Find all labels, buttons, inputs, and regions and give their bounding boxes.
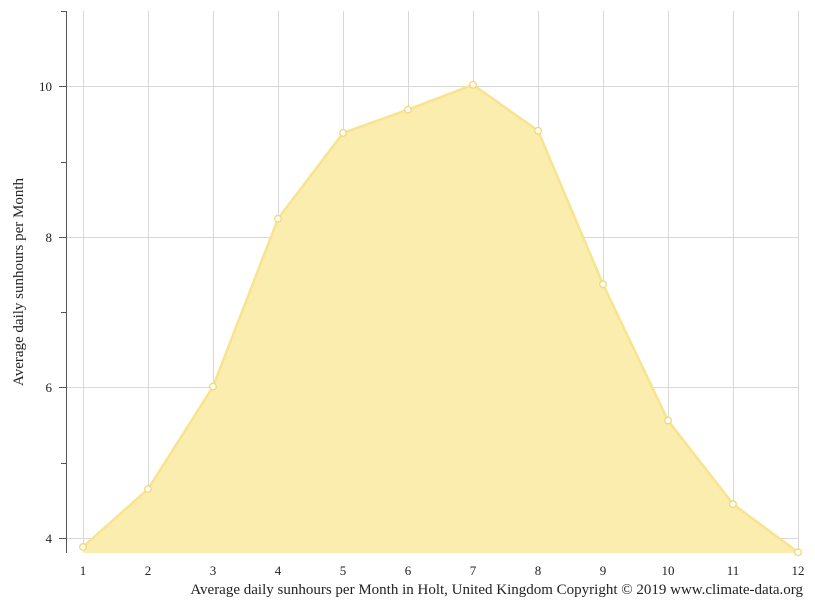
chart-caption: Average daily sunhours per Month in Holt… bbox=[190, 582, 803, 598]
data-point-month-9 bbox=[599, 280, 607, 289]
data-points bbox=[79, 80, 802, 557]
x-tick-label-3: 3 bbox=[210, 563, 217, 578]
x-tick-label-9: 9 bbox=[600, 563, 607, 578]
y-tick-label-10: 10 bbox=[39, 79, 52, 94]
data-point-month-5 bbox=[339, 128, 347, 137]
data-point-month-7 bbox=[469, 80, 477, 89]
x-tick-label-6: 6 bbox=[405, 563, 412, 578]
x-tick-label-12: 12 bbox=[792, 563, 805, 578]
x-tick-label-5: 5 bbox=[340, 563, 347, 578]
data-point-month-4 bbox=[274, 214, 282, 223]
y-tick-label-8: 8 bbox=[46, 230, 53, 245]
x-tick-label-8: 8 bbox=[535, 563, 542, 578]
y-tick-label-4: 4 bbox=[46, 531, 53, 546]
data-point-month-6 bbox=[404, 105, 412, 114]
data-point-month-3 bbox=[209, 382, 217, 391]
x-tick-label-10: 10 bbox=[662, 563, 675, 578]
area-fill bbox=[83, 84, 798, 554]
area-series bbox=[82, 83, 799, 554]
x-tick-label-1: 1 bbox=[80, 563, 87, 578]
data-point-month-1 bbox=[79, 543, 87, 551]
x-tick-label-7: 7 bbox=[470, 563, 477, 578]
data-point-month-11 bbox=[729, 500, 737, 509]
data-point-month-10 bbox=[664, 416, 672, 425]
data-point-month-8 bbox=[534, 126, 542, 135]
y-tick-label-6: 6 bbox=[46, 380, 53, 395]
series-line bbox=[82, 83, 799, 554]
data-point-month-2 bbox=[144, 485, 152, 493]
axes bbox=[59, 11, 67, 553]
x-tick-label-2: 2 bbox=[145, 563, 152, 578]
y-axis-title: Average daily sunhours per Month bbox=[11, 178, 27, 387]
x-tick-label-4: 4 bbox=[275, 563, 282, 578]
data-point-month-12 bbox=[794, 548, 802, 557]
x-tick-label-11: 11 bbox=[727, 563, 740, 578]
